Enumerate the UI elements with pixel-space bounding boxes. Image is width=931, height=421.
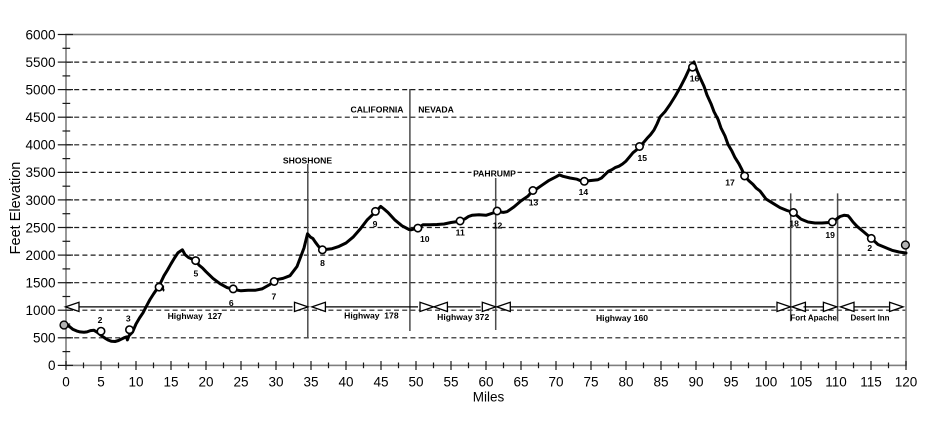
svg-text:2500: 2500 xyxy=(25,220,55,235)
svg-text:Highway 160: Highway 160 xyxy=(596,313,648,323)
svg-text:1000: 1000 xyxy=(25,303,55,318)
svg-text:Highway 127: Highway 127 xyxy=(168,311,223,321)
svg-text:18: 18 xyxy=(789,218,799,228)
svg-text:40: 40 xyxy=(338,375,353,390)
svg-text:95: 95 xyxy=(723,375,738,390)
svg-text:500: 500 xyxy=(33,331,56,346)
svg-text:12: 12 xyxy=(493,221,503,231)
svg-text:5: 5 xyxy=(97,375,105,390)
svg-text:13: 13 xyxy=(529,198,539,208)
svg-text:17: 17 xyxy=(725,177,735,187)
svg-text:5500: 5500 xyxy=(25,55,55,70)
svg-text:10: 10 xyxy=(128,375,143,390)
svg-text:0: 0 xyxy=(62,375,70,390)
svg-text:2000: 2000 xyxy=(25,248,55,263)
svg-text:6000: 6000 xyxy=(25,27,55,42)
svg-text:110: 110 xyxy=(825,375,847,390)
svg-text:55: 55 xyxy=(443,375,458,390)
svg-text:4500: 4500 xyxy=(25,110,55,125)
svg-text:30: 30 xyxy=(268,375,283,390)
svg-text:6: 6 xyxy=(229,298,234,308)
svg-text:1500: 1500 xyxy=(25,276,55,291)
svg-text:5000: 5000 xyxy=(25,82,55,97)
svg-text:2: 2 xyxy=(867,243,872,253)
svg-text:3: 3 xyxy=(126,314,131,324)
svg-text:65: 65 xyxy=(513,375,528,390)
svg-text:Fort Apache: Fort Apache xyxy=(790,314,837,323)
svg-text:70: 70 xyxy=(548,375,563,390)
svg-text:16: 16 xyxy=(690,74,700,84)
svg-text:3500: 3500 xyxy=(25,165,55,180)
svg-text:35: 35 xyxy=(303,375,318,390)
svg-text:50: 50 xyxy=(408,375,423,390)
svg-text:25: 25 xyxy=(233,375,248,390)
svg-text:0: 0 xyxy=(48,358,56,373)
svg-text:8: 8 xyxy=(320,258,325,268)
svg-text:90: 90 xyxy=(688,375,703,390)
svg-text:Desert Inn: Desert Inn xyxy=(850,314,889,323)
svg-text:10: 10 xyxy=(420,234,430,244)
svg-text:CALIFORNIA: CALIFORNIA xyxy=(351,105,404,115)
svg-text:120: 120 xyxy=(895,375,918,390)
svg-text:105: 105 xyxy=(790,375,813,390)
svg-text:19: 19 xyxy=(825,230,835,240)
svg-text:45: 45 xyxy=(373,375,388,390)
svg-text:Highway 178: Highway 178 xyxy=(344,310,399,320)
svg-text:PAHRUMP: PAHRUMP xyxy=(473,168,516,178)
svg-text:4: 4 xyxy=(160,284,165,294)
svg-text:NEVADA: NEVADA xyxy=(418,105,454,115)
svg-text:85: 85 xyxy=(653,375,668,390)
svg-text:4000: 4000 xyxy=(25,138,55,153)
svg-text:11: 11 xyxy=(456,228,465,238)
svg-text:Miles: Miles xyxy=(473,390,505,405)
svg-text:SHOSHONE: SHOSHONE xyxy=(283,156,332,166)
svg-text:80: 80 xyxy=(618,375,633,390)
svg-text:Feet Elevation: Feet Elevation xyxy=(8,162,24,255)
svg-text:75: 75 xyxy=(583,375,598,390)
svg-text:9: 9 xyxy=(373,219,378,229)
svg-text:3000: 3000 xyxy=(25,193,55,208)
svg-text:20: 20 xyxy=(198,375,213,390)
svg-text:7: 7 xyxy=(272,292,277,302)
svg-text:15: 15 xyxy=(163,375,178,390)
svg-text:14: 14 xyxy=(579,187,589,197)
svg-text:Highway 372: Highway 372 xyxy=(437,312,489,322)
svg-text:15: 15 xyxy=(638,153,648,163)
svg-text:60: 60 xyxy=(478,375,493,390)
svg-text:100: 100 xyxy=(755,375,778,390)
svg-text:2: 2 xyxy=(98,315,103,325)
svg-text:115: 115 xyxy=(860,375,882,390)
svg-text:5: 5 xyxy=(194,269,199,279)
